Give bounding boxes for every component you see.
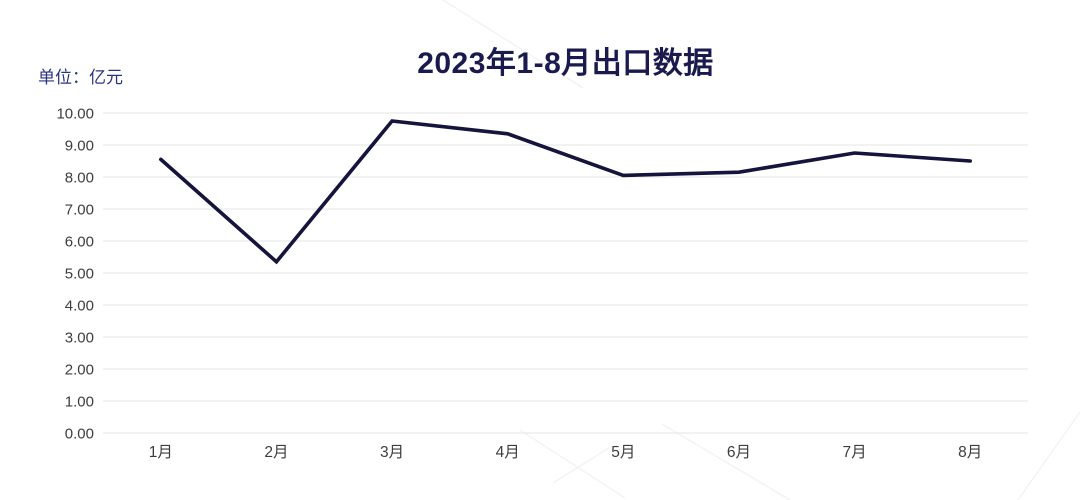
x-tick-label: 4月 xyxy=(496,444,520,461)
y-tick-label: 9.00 xyxy=(65,137,94,154)
x-tick-label: 1月 xyxy=(149,444,173,461)
y-tick-label: 5.00 xyxy=(65,265,94,282)
y-tick-label: 3.00 xyxy=(65,329,94,346)
x-tick-label: 7月 xyxy=(843,444,867,461)
x-tick-label: 2月 xyxy=(264,444,288,461)
y-tick-label: 7.00 xyxy=(65,201,94,218)
x-tick-label: 8月 xyxy=(958,444,982,461)
x-tick-label: 6月 xyxy=(727,444,751,461)
x-tick-label: 5月 xyxy=(611,444,635,461)
y-tick-label: 8.00 xyxy=(65,169,94,186)
y-tick-label: 0.00 xyxy=(65,425,94,442)
y-tick-label: 2.00 xyxy=(65,361,94,378)
x-tick-label: 3月 xyxy=(380,444,404,461)
data-line-series xyxy=(159,119,972,265)
y-tick-label: 1.00 xyxy=(65,393,94,410)
chart-title: 2023年1-8月出口数据 xyxy=(417,47,714,80)
y-tick-label: 6.00 xyxy=(65,233,94,250)
y-tick-label: 4.00 xyxy=(65,297,94,314)
y-tick-label: 10.00 xyxy=(56,105,94,122)
unit-label: 单位：亿元 xyxy=(38,68,123,87)
